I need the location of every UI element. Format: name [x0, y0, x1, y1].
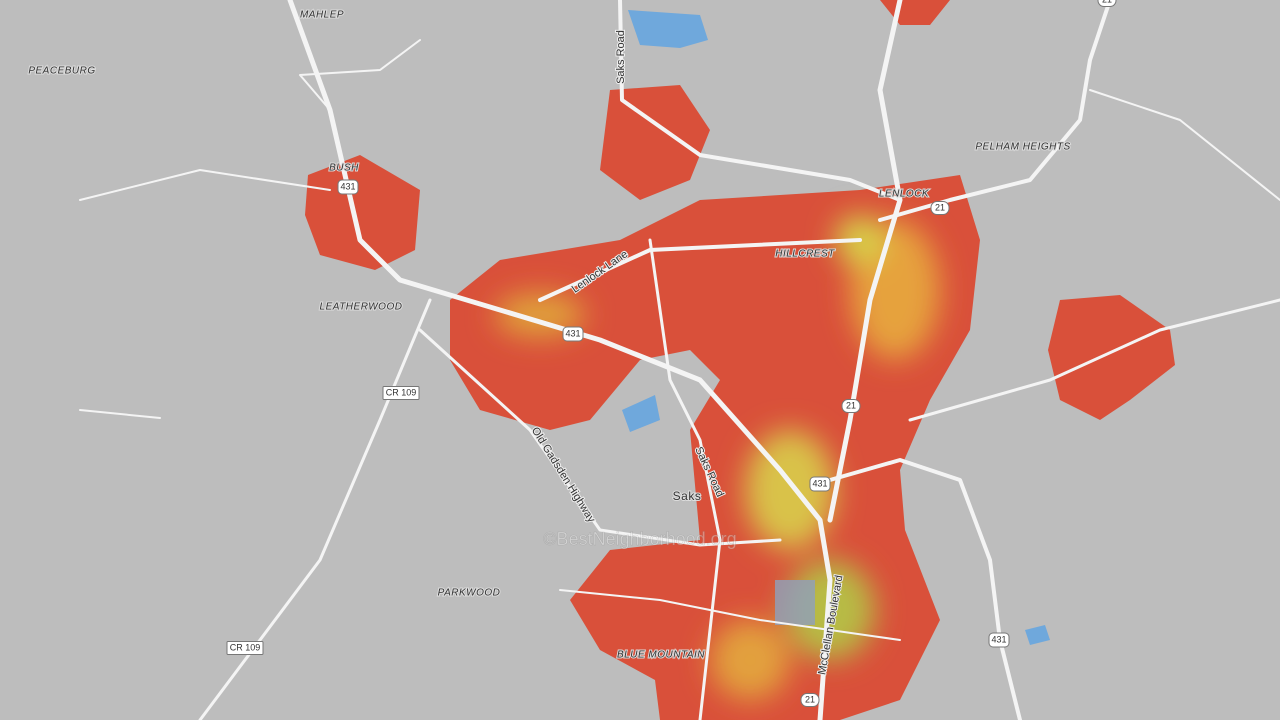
route-shield: 431	[809, 476, 831, 492]
shield-text: 431	[991, 634, 1006, 644]
shield-text: 431	[812, 478, 827, 488]
shield-box	[337, 179, 359, 195]
shield-box	[382, 386, 420, 400]
shield-box	[226, 641, 264, 655]
shield-box	[809, 476, 831, 492]
route-shield: 431	[337, 179, 359, 195]
shield-box	[562, 326, 584, 342]
place-label: PARKWOOD	[438, 588, 501, 599]
route-shield: 21	[1097, 0, 1117, 7]
place-label: PELHAM HEIGHTS	[975, 142, 1070, 153]
route-shield: CR 109	[382, 386, 420, 400]
shield-text: 431	[565, 328, 580, 338]
route-shield: 21	[800, 693, 820, 707]
route-shield: 431	[988, 632, 1010, 648]
shield-box	[841, 399, 861, 413]
place-label: BUSH	[329, 163, 359, 174]
place-label: LEATHERWOOD	[320, 302, 403, 313]
shield-box	[1097, 0, 1117, 7]
heat-areas	[305, 0, 1175, 720]
watermark: ©BestNeighborhood.org	[543, 529, 736, 549]
route-shield: 21	[930, 201, 950, 215]
shield-box	[800, 693, 820, 707]
road-label: Saks Road	[615, 30, 627, 84]
shield-text: 21	[1102, 0, 1112, 4]
place-label: Saks	[673, 489, 702, 503]
route-shield: CR 109	[226, 641, 264, 655]
route-shield: 21	[841, 399, 861, 413]
place-label: MAHLEP	[300, 10, 344, 21]
place-label: PEACEBURG	[28, 66, 95, 77]
place-label: BLUE MOUNTAIN	[617, 650, 705, 661]
shield-text: 21	[805, 694, 815, 704]
place-label: HILLCREST	[775, 249, 835, 260]
shield-text: CR 109	[230, 642, 261, 652]
shield-text: 21	[846, 400, 856, 410]
roads	[79, 0, 1280, 720]
shield-text: 21	[935, 202, 945, 212]
shield-text: CR 109	[386, 387, 417, 397]
route-shield: 431	[562, 326, 584, 342]
place-label: LENLOCK	[879, 189, 930, 200]
shield-text: 431	[340, 181, 355, 191]
shield-box	[930, 201, 950, 215]
water	[622, 10, 1050, 645]
shield-box	[988, 632, 1010, 648]
